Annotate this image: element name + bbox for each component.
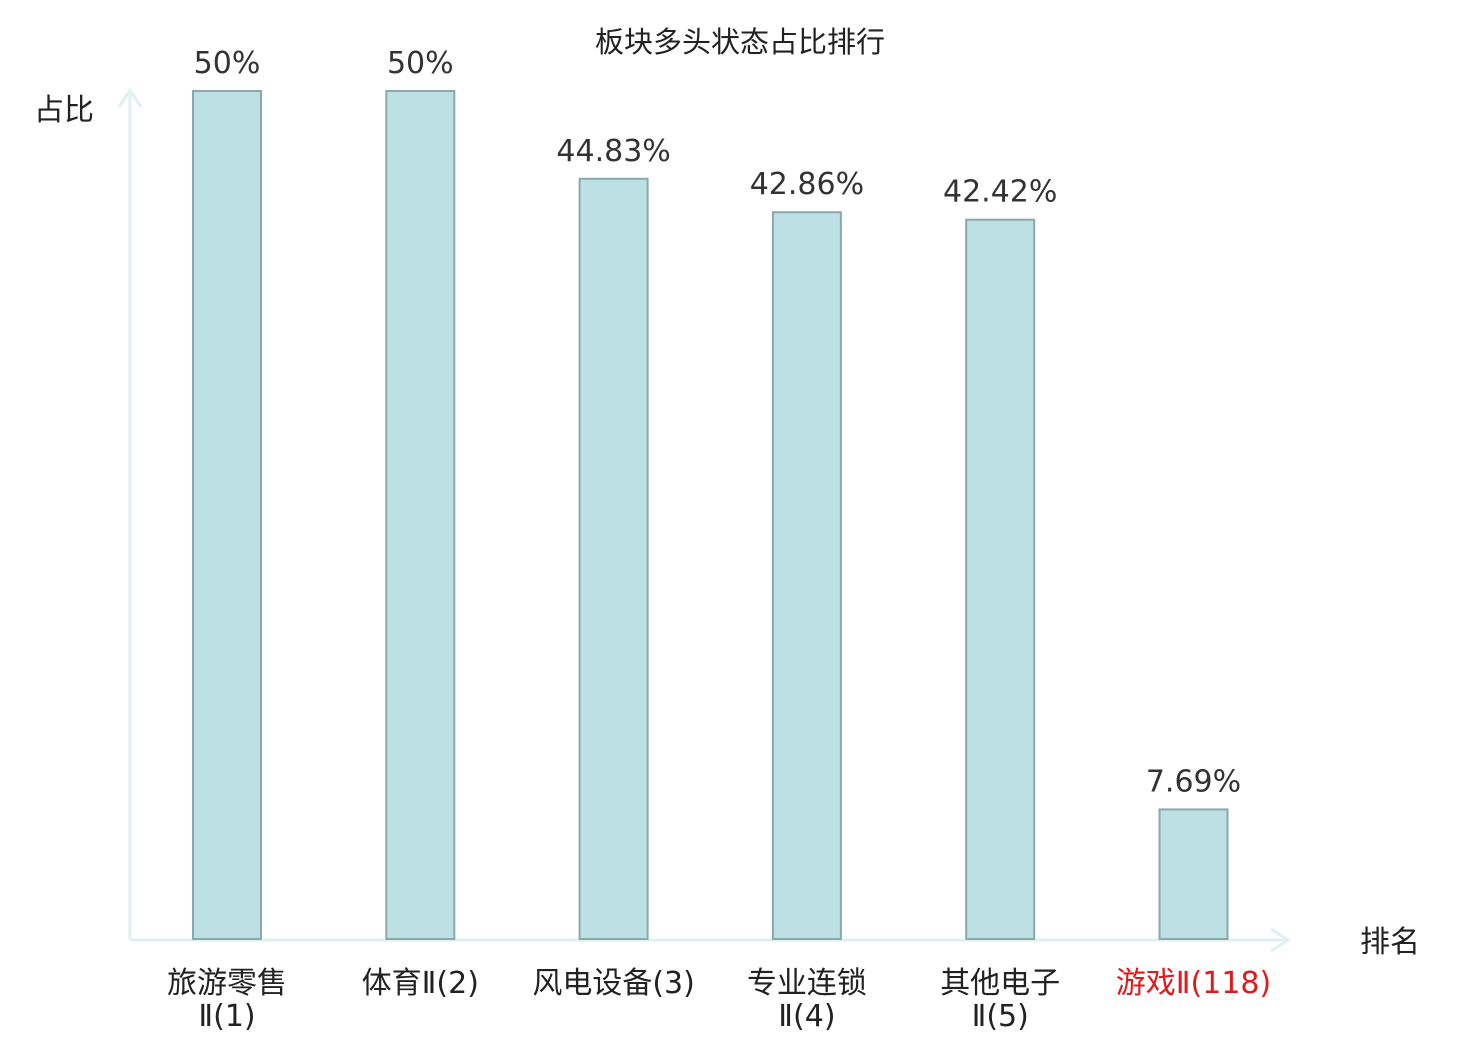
category-label: 体育Ⅱ(2): [362, 966, 479, 1001]
bar: [1158, 808, 1229, 941]
bar: [771, 211, 842, 941]
bar: [578, 177, 649, 940]
category-label: 游戏Ⅱ(118): [1116, 966, 1271, 1001]
category-label: 专业连锁: [747, 966, 867, 1001]
category-label: 旅游零售: [167, 966, 287, 1001]
category-label: Ⅱ(5): [972, 999, 1029, 1034]
bar-value-label: 50%: [387, 46, 454, 81]
category-label: 其他电子: [940, 966, 1060, 1001]
bar-value-label: 7.69%: [1146, 764, 1241, 799]
category-label: Ⅱ(1): [198, 999, 255, 1034]
chart-title: 板块多头状态占比排行: [595, 25, 885, 59]
y-axis-arrow: [117, 87, 143, 108]
bar: [385, 90, 456, 940]
x-axis-arrow: [1270, 927, 1291, 953]
bar-value-label: 50%: [194, 46, 261, 81]
y-axis-label: 占比: [34, 93, 94, 128]
axes: [117, 87, 1291, 953]
category-label: 风电设备(3): [532, 966, 695, 1001]
bar-value-label: 42.86%: [750, 167, 864, 202]
value-labels-group: 50% 50% 44.83% 42.86% 42.42% 7.69%: [194, 46, 1242, 799]
category-label: Ⅱ(4): [778, 999, 835, 1034]
bar-value-label: 42.42%: [943, 175, 1057, 210]
x-axis-label: 排名: [1360, 925, 1420, 960]
bar-value-label: 44.83%: [556, 134, 670, 169]
bar: [965, 218, 1036, 941]
bar: [192, 90, 262, 940]
bars-group: [192, 90, 1229, 941]
